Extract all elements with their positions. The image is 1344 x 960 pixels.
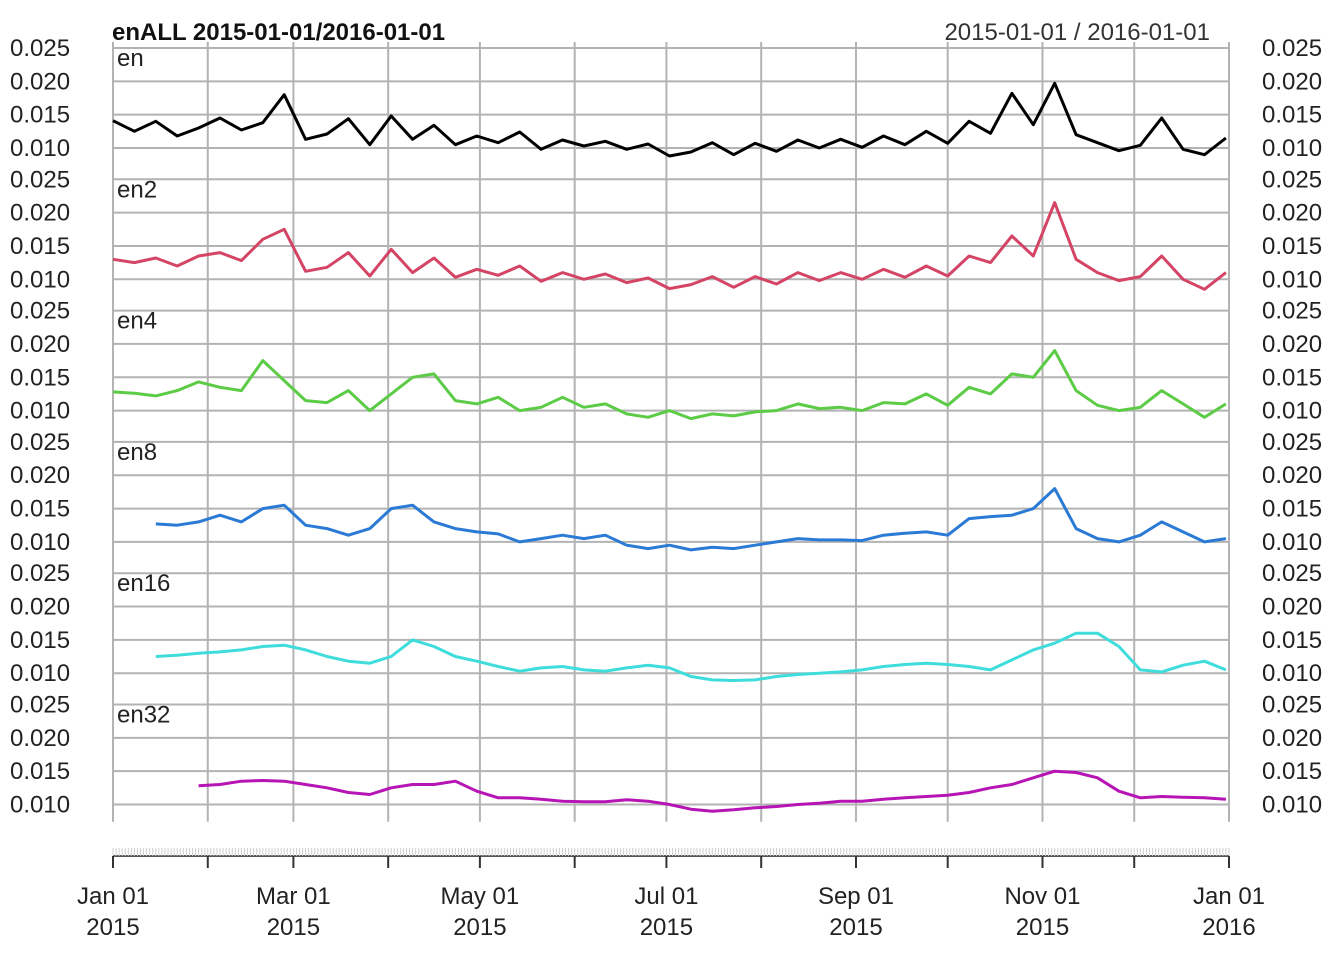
- y-tick-label-right: 0.025: [1262, 692, 1322, 719]
- y-tick-label-right: 0.020: [1262, 462, 1322, 489]
- panel-label-en16: en16: [117, 570, 170, 597]
- x-tick-label-year: 2015: [640, 914, 693, 941]
- chart-title: enALL 2015-01-01/2016-01-01: [112, 19, 445, 46]
- y-tick-label-right: 0.020: [1262, 725, 1322, 752]
- series-line-en8: [155, 487, 1227, 552]
- y-tick-label-left: 0.025: [10, 166, 70, 193]
- series-line-en16: [155, 631, 1227, 682]
- y-tick-label-right: 0.010: [1262, 792, 1322, 819]
- y-tick-label-left: 0.015: [10, 364, 70, 391]
- y-tick-label-left: 0.020: [10, 594, 70, 621]
- y-tick-label-left: 0.010: [10, 792, 70, 819]
- date-range-label: 2015-01-01 / 2016-01-01: [944, 19, 1210, 46]
- x-axis: Jan 01 2015 Mar 01 2015 May 01 2015 Jul 01 2015…: [77, 848, 1265, 941]
- y-tick-label-right: 0.025: [1262, 35, 1322, 62]
- y-tick-label-left: 0.015: [10, 496, 70, 523]
- y-tick-label-right: 0.025: [1262, 429, 1322, 456]
- series-line-en2: [112, 201, 1227, 291]
- y-tick-label-right: 0.015: [1262, 364, 1322, 391]
- x-tick-label-year: 2016: [1202, 914, 1255, 941]
- y-tick-label-left: 0.015: [10, 758, 70, 785]
- y-tick-label-right: 0.025: [1262, 166, 1322, 193]
- y-tick-label-left: 0.010: [10, 266, 70, 293]
- y-tick-label-right: 0.010: [1262, 529, 1322, 556]
- panel-label-en4: en4: [117, 308, 157, 335]
- y-tick-label-left: 0.010: [10, 135, 70, 162]
- y-tick-label-left: 0.015: [10, 627, 70, 654]
- y-tick-label-right: 0.015: [1262, 758, 1322, 785]
- x-tick-label: Mar 01: [256, 883, 331, 910]
- x-tick-label: Jul 01: [634, 883, 698, 910]
- x-tick-label-year: 2015: [267, 914, 320, 941]
- x-tick-label-year: 2015: [829, 914, 882, 941]
- panel-label-en: en: [117, 45, 144, 72]
- y-tick-label-right: 0.020: [1262, 68, 1322, 95]
- y-tick-label-right: 0.015: [1262, 627, 1322, 654]
- y-tick-label-left: 0.025: [10, 35, 70, 62]
- y-tick-label-left: 0.015: [10, 233, 70, 260]
- y-tick-label-left: 0.015: [10, 102, 70, 129]
- y-tick-label-left: 0.010: [10, 660, 70, 687]
- x-tick-label: Nov 01: [1004, 883, 1080, 910]
- series-line-en: [112, 81, 1227, 158]
- y-tick-label-right: 0.020: [1262, 200, 1322, 227]
- y-tick-label-left: 0.025: [10, 692, 70, 719]
- y-tick-label-right: 0.010: [1262, 135, 1322, 162]
- y-tick-label-left: 0.020: [10, 200, 70, 227]
- y-tick-label-left: 0.025: [10, 429, 70, 456]
- y-tick-label-right: 0.025: [1262, 560, 1322, 587]
- y-tick-label-right: 0.020: [1262, 594, 1322, 621]
- panel-label-en8: en8: [117, 439, 157, 466]
- x-tick-label: Jan 01: [1193, 883, 1265, 910]
- y-tick-label-left: 0.020: [10, 725, 70, 752]
- y-tick-label-left: 0.010: [10, 398, 70, 425]
- y-tick-label-left: 0.020: [10, 462, 70, 489]
- x-tick-label: Jan 01: [77, 883, 149, 910]
- y-tick-label-right: 0.010: [1262, 266, 1322, 293]
- x-tick-label: May 01: [441, 883, 520, 910]
- y-tick-label-right: 0.020: [1262, 331, 1322, 358]
- series-layer: [112, 81, 1227, 813]
- y-tick-label-right: 0.010: [1262, 660, 1322, 687]
- y-tick-label-right: 0.015: [1262, 233, 1322, 260]
- y-tick-label-right: 0.015: [1262, 102, 1322, 129]
- y-tick-label-left: 0.020: [10, 68, 70, 95]
- y-tick-label-right: 0.015: [1262, 496, 1322, 523]
- y-tick-label-right: 0.025: [1262, 298, 1322, 325]
- y-tick-label-left: 0.025: [10, 298, 70, 325]
- x-tick-label-year: 2015: [86, 914, 139, 941]
- text-layer: enALL 2015-01-01/2016-01-01 2015-01-01 /…: [10, 19, 1322, 819]
- x-tick-label-year: 2015: [1016, 914, 1069, 941]
- y-tick-label-right: 0.010: [1262, 398, 1322, 425]
- y-tick-label-left: 0.010: [10, 529, 70, 556]
- y-tick-label-left: 0.020: [10, 331, 70, 358]
- panel-label-en32: en32: [117, 702, 170, 729]
- series-line-en4: [112, 349, 1227, 421]
- panel-label-en2: en2: [117, 176, 157, 203]
- x-tick-label-year: 2015: [453, 914, 506, 941]
- grid-layer: [112, 42, 1230, 822]
- x-tick-label: Sep 01: [818, 883, 894, 910]
- series-line-en32: [198, 769, 1226, 813]
- y-tick-label-left: 0.025: [10, 560, 70, 587]
